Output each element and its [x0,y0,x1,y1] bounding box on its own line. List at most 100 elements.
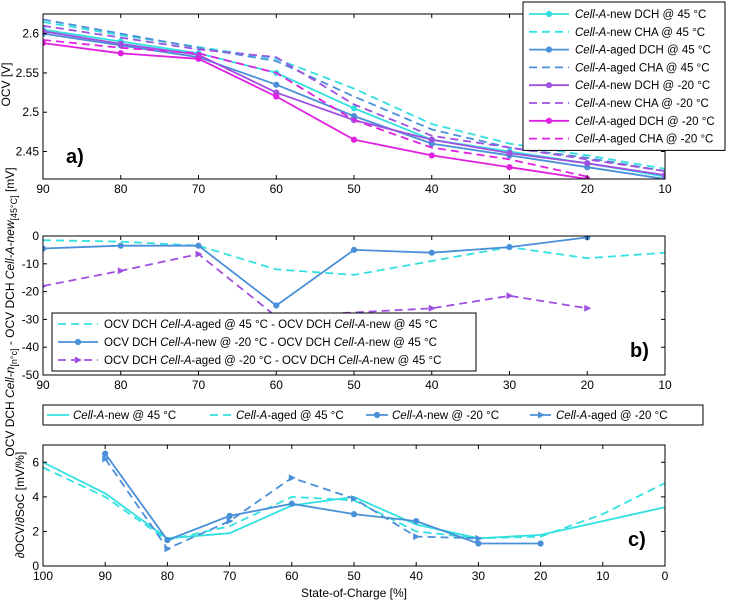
x-tick-label: 10 [596,569,610,583]
x-tick-label: 50 [347,182,361,196]
x-tick-label: 60 [270,182,284,196]
data-point [428,304,436,312]
x-tick-label: 40 [425,378,439,392]
data-point [413,533,421,541]
legend-label: Cell-A-new DCH @ 45 °C [575,9,706,21]
x-tick-label: 40 [410,569,424,583]
series-group [43,450,665,553]
data-point [661,171,665,179]
y-tick-label: 2 [32,524,39,538]
legend-marker [74,338,82,346]
x-tick-label: 90 [36,378,50,392]
x-tick-label: 30 [503,378,517,392]
legend-marker [538,411,545,419]
legend-item: Cell-A-aged DCH @ -20 °C [529,116,715,128]
data-point [273,302,280,309]
data-point [350,105,358,112]
legend-box [51,312,477,372]
data-point [226,517,234,525]
legend-label: Cell-A-aged CHA @ 45 °C [575,62,710,74]
legend-label: OCV DCH Cell-A-aged @ 45 °C - OCV DCH Ce… [104,319,438,331]
y-tick-label: 0 [32,229,39,243]
legend-item: Cell-A-aged CHA @ -20 °C [529,134,713,146]
legend-item: Cell-A-new DCH @ 45 °C [529,9,706,21]
legend-label: Cell-A-aged CHA @ -20 °C [575,134,713,146]
x-tick-label: 60 [270,378,284,392]
y-tick-label: -20 [22,285,40,299]
legend-marker [545,82,553,89]
legend-marker [75,356,82,364]
legend-label: Cell-A-new CHA @ 45 °C [575,27,705,39]
panel-label-b: b) [630,340,649,362]
data-point [273,93,280,100]
legend-b: OCV DCH Cell-A-aged @ 45 °C - OCV DCH Ce… [51,312,477,372]
legend-item: OCV DCH Cell-A-aged @ 45 °C - OCV DCH Ce… [58,319,438,331]
series-line-2 [43,236,588,307]
panel-label-a: a) [66,146,84,168]
data-point [537,540,544,547]
legend-label: Cell-A-aged DCH @ 45 °C [575,45,711,57]
x-axis-label-c: State-of-Charge [%] [301,586,407,600]
legend-marker [545,10,553,18]
y-tick-label: -40 [22,340,40,354]
y-tick-label: 4 [32,490,39,504]
y-tick-label: 2.55 [16,66,40,80]
legend-item: Cell-A-aged @ 45 °C [210,410,344,422]
legend-item: Cell-A-new @ 45 °C [47,410,176,422]
x-tick-label: 70 [192,378,206,392]
y-axis-label-b: OCV DCH Cell-n[n°c] - OCV DCH Cell-A-new… [3,167,19,456]
x-tick-label: 60 [285,569,299,583]
x-tick-label: 90 [99,569,113,583]
y-tick-label: -10 [22,257,40,271]
data-point [350,246,358,253]
data-point [117,242,124,249]
y-tick-label: -50 [22,368,40,382]
series-group [43,18,665,179]
x-tick-label: 70 [192,182,206,196]
x-tick-label: 10 [658,378,672,392]
series-line-7 [43,42,588,179]
data-point [117,267,125,275]
data-point [350,511,358,518]
axes-box [42,444,666,567]
panel-a: 90 80 70 60 50 40 30 20 10 2.45 2.5 2.55 2.6 OCV [V] a… [0,1,726,196]
legend-item: Cell-A-new CHA @ 45 °C [529,27,705,39]
legend-item: Cell-A-aged @ -20 °C [530,410,668,422]
legend-marker [545,46,553,53]
legend-label: Cell-A-new DCH @ -20 °C [575,80,710,92]
legend-c: Cell-A-new @ 45 °C Cell-A-aged @ 45 °C Cel… [42,404,704,426]
legend-item: Cell-A-aged CHA @ 45 °C [529,62,710,74]
data-point [350,136,358,143]
data-point [195,55,202,62]
legend-label: OCV DCH Cell-A-new @ -20 °C - OCV DCH Ce… [104,337,437,349]
x-tick-label: 40 [425,182,439,196]
legend-box [522,1,726,151]
x-tick-label: 20 [581,182,595,196]
legend-item: Cell-A-new CHA @ -20 °C [529,98,709,110]
series-line-4 [43,18,665,172]
data-point [195,242,202,249]
legend-label: OCV DCH Cell-A-aged @ -20 °C - OCV DCH C… [104,355,441,367]
data-point [428,152,435,159]
panel-label-c: c) [628,529,646,551]
x-tick-label: 90 [36,182,50,196]
data-point [117,50,124,57]
x-tick-label: 30 [503,182,517,196]
data-point [288,474,296,482]
legend-label: Cell-A-new CHA @ -20 °C [575,98,709,110]
data-point [273,81,280,88]
legend-marker [373,411,381,419]
data-point [475,540,482,547]
legend-item: OCV DCH Cell-A-new @ -20 °C - OCV DCH Ce… [58,337,437,349]
legend-item: Cell-A-new @ -20 °C [366,410,499,422]
y-axis-label-a: OCV [V] [0,62,13,106]
data-point [475,534,483,542]
y-axis-label-c: ∂OCV/∂SoC [mV/%] [13,452,27,559]
data-point [506,149,513,157]
y-tick-label: 2.6 [22,27,39,41]
data-point [164,545,172,553]
data-point [226,512,233,519]
x-tick-label: 100 [33,569,53,583]
